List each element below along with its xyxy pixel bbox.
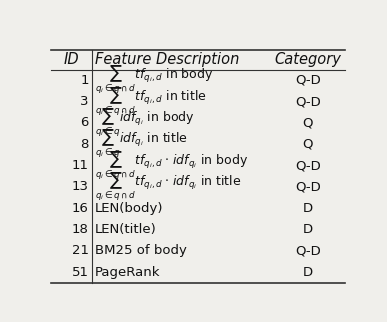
Text: Q: Q [303, 138, 313, 151]
Text: Q: Q [303, 117, 313, 129]
Text: $\sum_{q_i \in q\cap d} tf_{q_i,d} \cdot\, idf_{q_i}$ in body: $\sum_{q_i \in q\cap d} tf_{q_i,d} \cdot… [95, 149, 248, 182]
Text: $\sum_{q_i \in q\cap d} tf_{q_i,d}$ in body: $\sum_{q_i \in q\cap d} tf_{q_i,d}$ in b… [95, 64, 213, 96]
Text: 21: 21 [72, 244, 89, 257]
Text: 18: 18 [72, 223, 89, 236]
Text: LEN(body): LEN(body) [95, 202, 163, 215]
Text: 1: 1 [80, 74, 89, 87]
Text: 51: 51 [72, 266, 89, 279]
Text: 6: 6 [80, 117, 89, 129]
Text: Q-D: Q-D [295, 180, 321, 194]
Text: D: D [303, 202, 313, 215]
Text: ID: ID [64, 52, 79, 67]
Text: LEN(title): LEN(title) [95, 223, 157, 236]
Text: Q-D: Q-D [295, 95, 321, 108]
Text: Feature Description: Feature Description [95, 52, 239, 67]
Text: BM25 of body: BM25 of body [95, 244, 187, 257]
Text: $\sum_{q_i \in q\cap d} tf_{q_i,d} \cdot\, idf_{q_i}$ in title: $\sum_{q_i \in q\cap d} tf_{q_i,d} \cdot… [95, 171, 241, 203]
Text: $\sum_{q_i \in q\cap d} tf_{q_i,d}$ in title: $\sum_{q_i \in q\cap d} tf_{q_i,d}$ in t… [95, 86, 207, 118]
Text: 3: 3 [80, 95, 89, 108]
Text: Q-D: Q-D [295, 74, 321, 87]
Text: $\sum_{q_i \in q} idf_{q_i}$ in title: $\sum_{q_i \in q} idf_{q_i}$ in title [95, 128, 188, 160]
Text: D: D [303, 223, 313, 236]
Text: D: D [303, 266, 313, 279]
Text: PageRank: PageRank [95, 266, 160, 279]
Text: Category: Category [274, 52, 341, 67]
Text: Q-D: Q-D [295, 159, 321, 172]
Text: Q-D: Q-D [295, 244, 321, 257]
Text: 11: 11 [72, 159, 89, 172]
Text: $\sum_{q_i \in q} idf_{q_i}$ in body: $\sum_{q_i \in q} idf_{q_i}$ in body [95, 107, 195, 139]
Text: 13: 13 [72, 180, 89, 194]
Text: 16: 16 [72, 202, 89, 215]
Text: 8: 8 [80, 138, 89, 151]
